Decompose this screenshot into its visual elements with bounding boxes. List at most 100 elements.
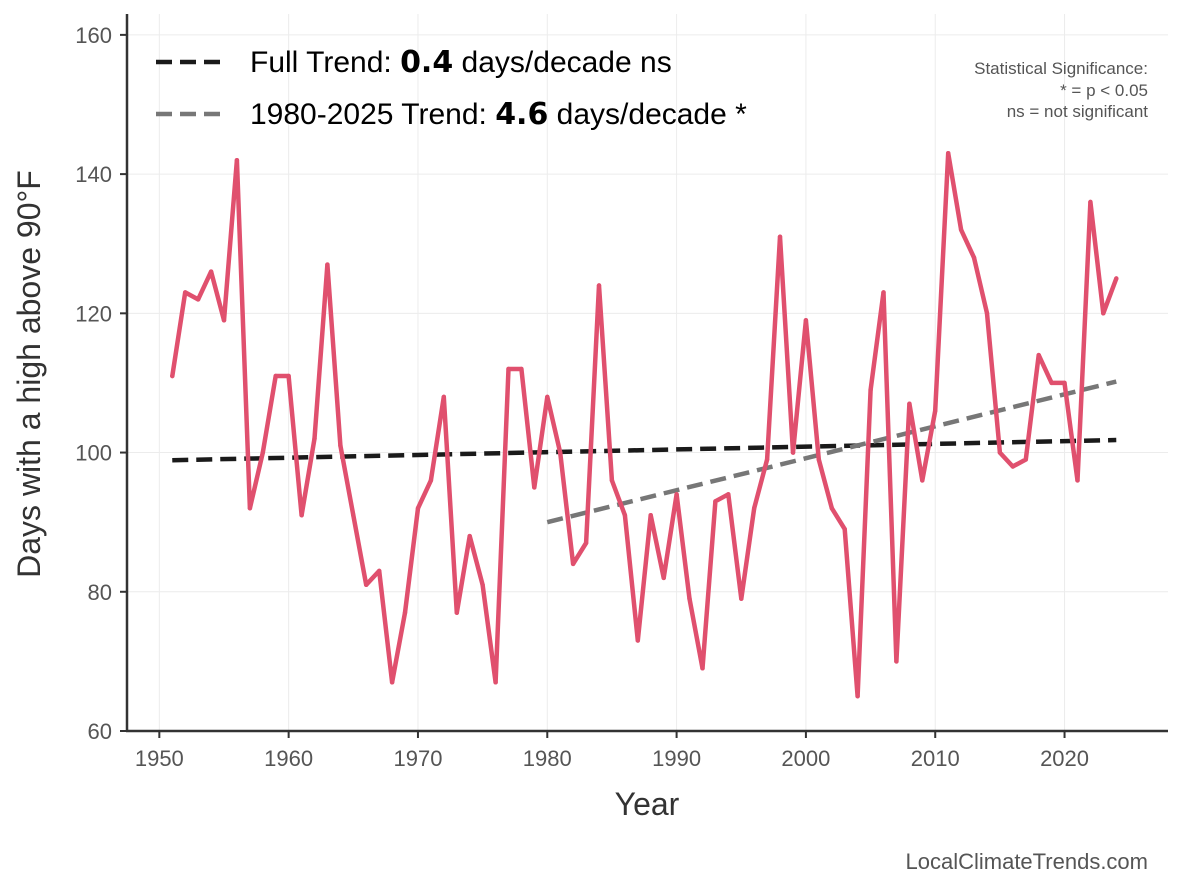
x-tick-label: 1950: [135, 746, 184, 771]
data-point: [545, 394, 550, 400]
data-point: [648, 513, 653, 518]
data-point: [441, 394, 446, 400]
data-point: [1114, 276, 1119, 281]
data-point: [493, 680, 498, 685]
data-point: [816, 457, 821, 462]
data-point: [946, 151, 951, 156]
data-series: [170, 150, 1119, 699]
data-point: [803, 318, 809, 323]
y-axis-ticks: 60 80 100 120 140 160: [75, 23, 127, 744]
data-point: [997, 450, 1003, 455]
sig-note-star: * = p < 0.05: [1060, 81, 1148, 100]
data-point: [467, 533, 472, 539]
legend-recent-suffix: days/decade *: [548, 98, 747, 131]
data-point: [635, 638, 640, 643]
data-point: [1010, 464, 1015, 469]
x-tick-label: 2000: [781, 746, 830, 771]
legend-recent-value: 4.6: [495, 97, 548, 132]
legend-label-full-trend: Full Trend: 0.4 days/decade ns: [250, 45, 672, 80]
data-point: [752, 506, 757, 511]
data-point: [609, 478, 615, 483]
data-point: [1049, 380, 1054, 386]
data-point: [338, 443, 343, 448]
data-point: [933, 408, 938, 413]
data-point: [726, 492, 731, 497]
series-line: [170, 150, 1119, 699]
legend-recent-prefix: 1980-2025 Trend:: [250, 98, 495, 131]
recent-trend-line: [546, 379, 1117, 525]
data-point: [907, 401, 912, 406]
data-point: [325, 262, 330, 267]
data-point: [764, 457, 770, 462]
data-point: [558, 450, 563, 455]
data-point: [480, 582, 485, 587]
data-point: [221, 318, 227, 323]
data-point: [312, 436, 317, 441]
x-tick-label: 1980: [523, 746, 572, 771]
data-point: [364, 582, 369, 587]
data-point: [920, 478, 925, 483]
data-point: [868, 387, 873, 393]
data-point: [829, 506, 834, 511]
data-point: [454, 610, 459, 615]
x-tick-label: 2020: [1040, 746, 1089, 771]
data-point: [790, 450, 796, 455]
data-point: [532, 485, 537, 490]
data-point: [596, 283, 602, 288]
data-point: [842, 526, 847, 532]
x-tick-label: 1990: [652, 746, 701, 771]
data-point: [570, 561, 576, 567]
data-point: [1088, 199, 1093, 205]
data-point: [739, 596, 744, 601]
data-point: [519, 366, 524, 372]
data-point: [674, 492, 679, 497]
data-point: [1023, 457, 1028, 462]
data-point: [583, 540, 589, 546]
data-point: [971, 255, 977, 260]
data-point: [881, 290, 886, 295]
data-point: [286, 373, 291, 379]
y-tick-label: 80: [88, 580, 112, 605]
legend-full-prefix: Full Trend:: [250, 46, 400, 79]
data-point: [713, 499, 718, 504]
x-tick-label: 1970: [393, 746, 442, 771]
data-point: [208, 269, 214, 274]
data-point: [247, 506, 253, 511]
data-point: [1062, 380, 1067, 386]
data-point: [389, 680, 395, 685]
data-point: [700, 666, 705, 671]
full-trend-line: [172, 437, 1117, 463]
data-point: [1036, 352, 1041, 358]
significance-note: Statistical Significance: * = p < 0.05 n…: [974, 59, 1148, 121]
trend-lines: [172, 379, 1117, 525]
data-point: [402, 610, 408, 615]
data-point: [506, 366, 511, 372]
legend: Full Trend: 0.4 days/decade ns 1980-2025…: [156, 45, 747, 132]
x-axis-title: Year: [615, 786, 680, 822]
legend-full-suffix: days/decade ns: [453, 46, 671, 79]
data-point: [661, 575, 666, 581]
data-point: [984, 311, 990, 316]
y-tick-label: 60: [88, 719, 112, 744]
data-point: [415, 506, 421, 511]
x-tick-label: 1960: [264, 746, 313, 771]
credit-text: LocalClimateTrends.com: [906, 849, 1149, 874]
y-tick-label: 120: [75, 301, 112, 326]
data-point: [183, 290, 188, 295]
data-point: [958, 227, 964, 232]
y-tick-label: 100: [75, 441, 112, 466]
data-point: [234, 158, 240, 163]
x-axis-ticks: 1950 1960 1970 1980 1990 2000 2010 2020: [135, 731, 1089, 771]
x-tick-label: 2010: [911, 746, 960, 771]
data-point: [377, 568, 382, 574]
gridlines: [127, 14, 1168, 732]
y-axis-title: Days with a high above 90°F: [11, 170, 47, 578]
data-point: [195, 297, 201, 302]
sig-note-title: Statistical Significance:: [974, 59, 1148, 78]
data-point: [777, 234, 783, 239]
data-point: [1075, 478, 1080, 483]
data-point: [273, 373, 278, 379]
data-point: [170, 373, 175, 379]
data-point: [299, 513, 304, 518]
